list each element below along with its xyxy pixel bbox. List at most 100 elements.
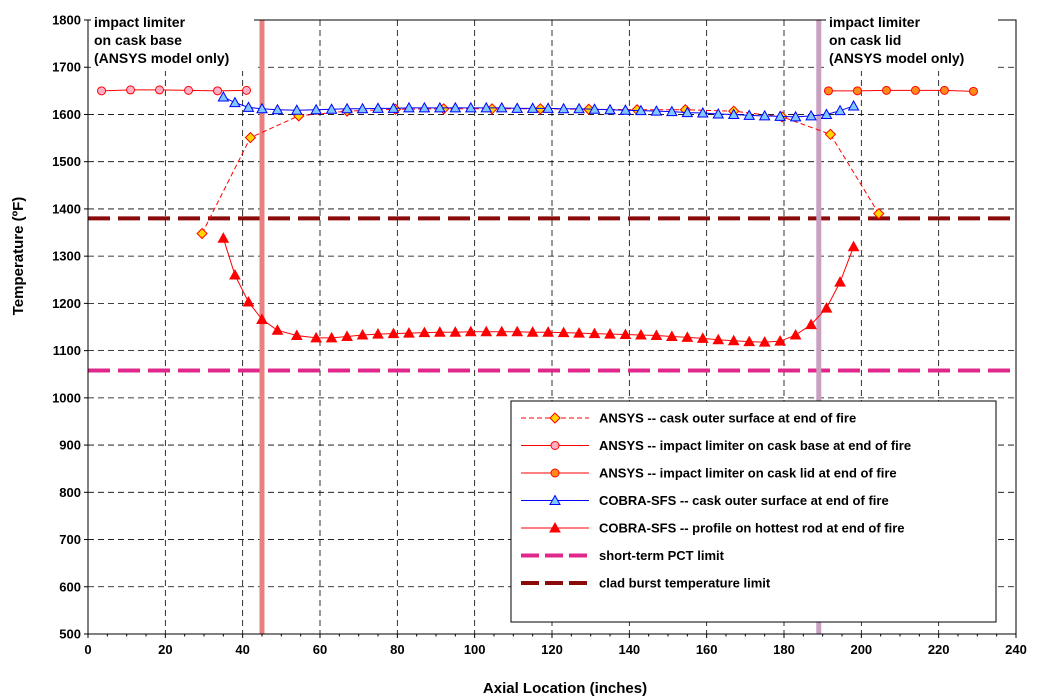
triangle-marker bbox=[480, 101, 493, 113]
triangle-marker bbox=[418, 326, 431, 338]
triangle-marker bbox=[789, 328, 802, 340]
triangle-marker bbox=[403, 101, 415, 113]
triangle-marker bbox=[511, 102, 524, 113]
y-tick-label: 1300 bbox=[52, 249, 81, 264]
triangle-marker bbox=[464, 325, 477, 337]
triangle-marker bbox=[271, 324, 284, 335]
triangle-marker bbox=[341, 102, 353, 114]
triangle-marker bbox=[696, 107, 709, 118]
triangle-marker bbox=[542, 102, 554, 113]
y-tick-label: 800 bbox=[59, 485, 81, 500]
x-tick-label: 160 bbox=[696, 642, 718, 657]
triangle-marker bbox=[635, 328, 647, 340]
y-tick-label: 700 bbox=[59, 532, 81, 547]
circle-marker bbox=[97, 86, 107, 96]
y-tick-label: 900 bbox=[59, 438, 81, 453]
triangle-marker bbox=[743, 335, 756, 347]
circle-marker bbox=[852, 86, 862, 96]
triangle-marker bbox=[619, 104, 632, 115]
annotation-0: impact limiter on cask base (ANSYS model o… bbox=[91, 13, 254, 71]
annotation-text-line: (ANSYS model only) bbox=[829, 50, 964, 66]
triangle-marker bbox=[217, 90, 230, 102]
diamond-marker bbox=[824, 128, 837, 141]
circle-marker bbox=[823, 86, 833, 96]
annotation-text-line: impact limiter bbox=[94, 14, 186, 30]
triangle-marker bbox=[229, 269, 241, 280]
circle-marker bbox=[968, 86, 978, 96]
triangle-marker bbox=[727, 108, 740, 119]
triangle-marker bbox=[256, 313, 268, 324]
triangle-marker bbox=[290, 329, 303, 341]
y-axis-title: Temperature (ºF) bbox=[10, 197, 27, 316]
triangle-marker bbox=[681, 331, 694, 342]
triangle-marker bbox=[820, 108, 833, 119]
triangle-marker bbox=[758, 109, 771, 121]
triangle-marker bbox=[372, 102, 384, 113]
triangle-marker bbox=[372, 328, 384, 339]
y-tick-label: 600 bbox=[59, 579, 81, 594]
y-tick-label: 1500 bbox=[52, 154, 81, 169]
legend-label: COBRA-SFS -- cask outer surface at end o… bbox=[599, 493, 889, 508]
annotation-text-line: impact limiter bbox=[829, 14, 921, 30]
x-tick-label: 20 bbox=[158, 642, 172, 657]
triangle-marker bbox=[418, 101, 431, 113]
y-tick-label: 1000 bbox=[52, 390, 81, 405]
triangle-marker bbox=[341, 330, 353, 341]
legend-entry-0: ANSYS -- cask outer surface at end of fi… bbox=[521, 411, 856, 426]
y-tick-label: 1800 bbox=[52, 13, 81, 28]
y-tick-label: 1700 bbox=[52, 60, 81, 75]
triangle-marker bbox=[217, 232, 230, 243]
triangle-marker bbox=[650, 105, 663, 116]
triangle-marker bbox=[805, 109, 817, 121]
triangle-marker bbox=[242, 295, 255, 307]
series-line-1 bbox=[101, 89, 247, 92]
y-tick-label: 1100 bbox=[53, 343, 81, 358]
diamond-marker bbox=[196, 227, 208, 240]
legend-box bbox=[510, 400, 997, 623]
triangle-marker bbox=[449, 101, 462, 113]
series-3 bbox=[217, 90, 860, 122]
annotation-text-line: (ANSYS model only) bbox=[94, 50, 229, 66]
triangle-marker bbox=[805, 318, 817, 330]
triangle-marker bbox=[573, 102, 585, 114]
triangle-marker bbox=[495, 325, 508, 337]
triangle-marker bbox=[325, 331, 338, 343]
y-tick-label: 500 bbox=[59, 627, 81, 642]
triangle-marker bbox=[650, 329, 663, 341]
x-tick-label: 180 bbox=[773, 642, 795, 657]
legend-label: short-term PCT limit bbox=[599, 548, 725, 563]
circle-marker bbox=[184, 85, 194, 95]
triangle-marker bbox=[271, 103, 284, 115]
triangle-marker bbox=[549, 521, 561, 533]
triangle-marker bbox=[434, 326, 446, 337]
x-tick-label: 200 bbox=[850, 642, 872, 657]
triangle-marker bbox=[549, 494, 561, 505]
x-tick-label: 40 bbox=[235, 642, 249, 657]
circle-marker bbox=[126, 85, 136, 95]
triangle-marker bbox=[666, 330, 678, 341]
x-tick-label: 120 bbox=[541, 642, 563, 657]
triangle-marker bbox=[325, 103, 338, 114]
triangle-marker bbox=[847, 240, 860, 252]
series-4 bbox=[217, 232, 860, 347]
annotation-text-line: on cask lid bbox=[829, 32, 901, 48]
triangle-marker bbox=[774, 335, 786, 346]
x-tick-label: 100 bbox=[464, 642, 486, 657]
series-line-2 bbox=[828, 89, 974, 92]
triangle-marker bbox=[789, 110, 802, 122]
legend-entry-6: clad burst temperature limit bbox=[521, 576, 771, 591]
x-axis-title: Axial Location (inches) bbox=[483, 680, 647, 697]
triangle-marker bbox=[820, 302, 833, 313]
circle-marker bbox=[242, 85, 252, 95]
triangle-marker bbox=[834, 276, 846, 287]
triangle-marker bbox=[449, 326, 462, 337]
triangle-marker bbox=[774, 110, 786, 121]
x-tick-label: 60 bbox=[313, 642, 327, 657]
triangle-marker bbox=[229, 96, 241, 108]
circle-marker bbox=[550, 441, 560, 450]
diamond-marker bbox=[244, 131, 257, 144]
legend-label: COBRA-SFS -- profile on hottest rod at e… bbox=[599, 521, 905, 536]
legend-label: clad burst temperature limit bbox=[599, 576, 771, 591]
